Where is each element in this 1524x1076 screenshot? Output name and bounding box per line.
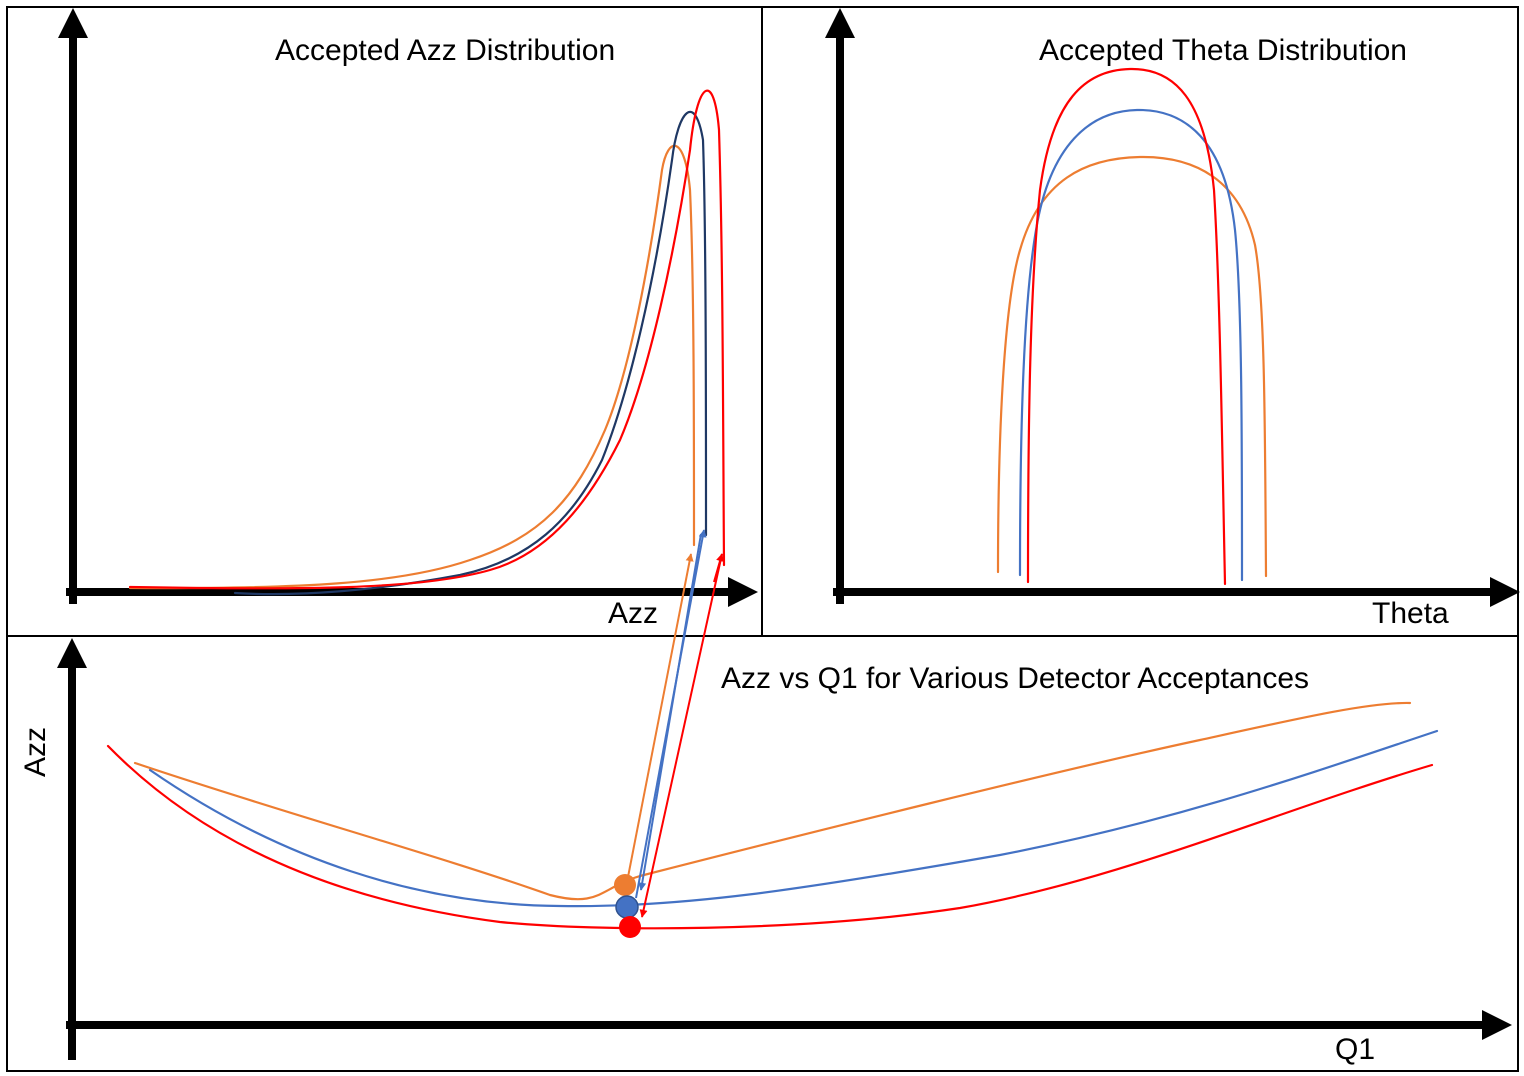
azz-distribution-panel: Accepted Azz Distribution Azz [58,8,758,630]
azz-q1-curve-blue [148,729,1439,908]
azz-dist-curve-dark-blue [233,110,708,596]
azz-q1-minimum-marker-orange [614,874,636,896]
theta-dist-curve-orange [996,155,1268,578]
azz-dist-x-axis-label: Azz [608,597,658,630]
theta-dist-y-axis-arrowhead [825,8,855,38]
theta-dist-x-axis-label: Theta [1372,597,1449,630]
azz-q1-minimum-marker-red [619,916,641,938]
azz-dist-y-axis-arrowhead [58,8,88,38]
theta-dist-title: Accepted Theta Distribution [1039,34,1407,67]
azz-q1-x-axis-label: Q1 [1335,1033,1375,1066]
azz-q1-curve-orange [133,701,1412,901]
azz-q1-y-axis-arrowhead [57,638,87,668]
connector-arrow-red [639,553,723,918]
connector-arrow-red-tip [713,553,724,583]
theta-dist-curve-red [1026,67,1227,586]
azz-q1-minimum-marker-blue [615,895,639,919]
azz-dist-curve-red [128,89,726,590]
panel-theta-distribution-border [761,6,1519,637]
azz-vs-q1-panel: Azz vs Q1 for Various Detector Acceptanc… [19,638,1512,1066]
azz-q1-y-axis-label: Azz [19,727,52,777]
connector-arrows [627,529,724,918]
azz-q1-curve-red [106,744,1434,930]
azz-q1-title: Azz vs Q1 for Various Detector Acceptanc… [721,662,1309,695]
azz-dist-title: Accepted Azz Distribution [275,34,615,67]
connector-arrow-blue-down [638,533,702,891]
azz-dist-curve-orange [128,144,696,590]
panel-azz-vs-q1-border [6,635,1519,1072]
connector-arrow-orange [627,553,694,878]
azz-q1-x-axis-arrowhead [1482,1010,1512,1040]
theta-distribution-panel: Accepted Theta Distribution Theta [825,8,1520,630]
theta-dist-curve-blue [1018,108,1244,582]
theta-dist-x-axis-arrowhead [1490,577,1520,607]
panel-azz-distribution-border [6,6,763,637]
azz-dist-x-axis-arrowhead [728,577,758,607]
